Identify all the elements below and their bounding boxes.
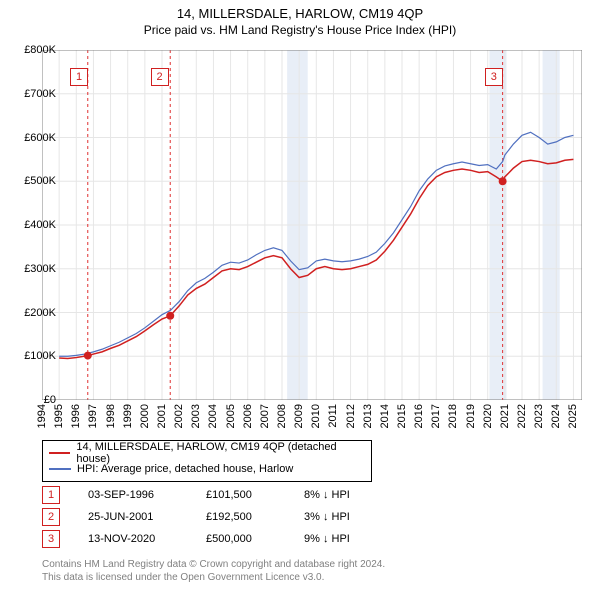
x-tick-label: 2025 (567, 404, 579, 428)
sales-hpi: 9% ↓ HPI (304, 533, 394, 545)
sales-price: £192,500 (206, 511, 286, 523)
sales-marker: 1 (42, 486, 60, 504)
footer-line1: Contains HM Land Registry data © Crown c… (42, 558, 385, 571)
legend-swatch (49, 452, 70, 454)
x-tick-label: 2001 (156, 404, 168, 428)
sale-marker-box: 2 (151, 68, 169, 86)
sales-row: 2 25-JUN-2001 £192,500 3% ↓ HPI (42, 506, 394, 528)
y-tick-label: £300K (24, 263, 56, 275)
x-tick-label: 2024 (550, 404, 562, 428)
x-tick-label: 2000 (139, 404, 151, 428)
sales-marker: 3 (42, 530, 60, 548)
x-tick-label: 2017 (430, 404, 442, 428)
chart-svg (42, 50, 582, 400)
x-tick-label: 1997 (87, 404, 99, 428)
chart-subtitle: Price paid vs. HM Land Registry's House … (0, 21, 600, 37)
x-tick-label: 2009 (293, 404, 305, 428)
y-tick-label: £600K (24, 132, 56, 144)
x-tick-label: 2004 (207, 404, 219, 428)
x-tick-label: 2019 (465, 404, 477, 428)
x-tick-label: 1994 (36, 404, 48, 428)
x-tick-label: 2022 (516, 404, 528, 428)
x-tick-label: 2003 (190, 404, 202, 428)
sale-point (84, 352, 92, 360)
sales-date: 13-NOV-2020 (88, 533, 188, 545)
sale-marker-box: 3 (485, 68, 503, 86)
y-tick-label: £400K (24, 219, 56, 231)
chart-container: 14, MILLERSDALE, HARLOW, CM19 4QP Price … (0, 0, 600, 590)
sales-row: 1 03-SEP-1996 £101,500 8% ↓ HPI (42, 484, 394, 506)
chart-title: 14, MILLERSDALE, HARLOW, CM19 4QP (0, 0, 600, 21)
sales-table: 1 03-SEP-1996 £101,500 8% ↓ HPI 2 25-JUN-2001… (42, 484, 394, 550)
y-tick-label: £200K (24, 307, 56, 319)
chart-legend: 14, MILLERSDALE, HARLOW, CM19 4QP (detac… (42, 440, 372, 482)
x-tick-label: 2005 (225, 404, 237, 428)
legend-row: 14, MILLERSDALE, HARLOW, CM19 4QP (detac… (49, 445, 365, 461)
x-tick-label: 2018 (447, 404, 459, 428)
legend-label: 14, MILLERSDALE, HARLOW, CM19 4QP (detac… (76, 441, 365, 465)
x-tick-label: 2023 (533, 404, 545, 428)
sale-marker-box: 1 (70, 68, 88, 86)
chart-plot-area (42, 50, 582, 400)
sales-price: £500,000 (206, 533, 286, 545)
x-tick-label: 2010 (310, 404, 322, 428)
sales-marker: 2 (42, 508, 60, 526)
sales-hpi: 8% ↓ HPI (304, 489, 394, 501)
x-tick-label: 2002 (173, 404, 185, 428)
x-tick-label: 2007 (259, 404, 271, 428)
x-tick-label: 1996 (70, 404, 82, 428)
legend-label: HPI: Average price, detached house, Harl… (77, 463, 293, 475)
y-tick-label: £800K (24, 44, 56, 56)
y-tick-label: £500K (24, 175, 56, 187)
sale-point (499, 177, 507, 185)
x-tick-label: 2020 (482, 404, 494, 428)
sales-hpi: 3% ↓ HPI (304, 511, 394, 523)
sales-date: 03-SEP-1996 (88, 489, 188, 501)
x-tick-label: 2021 (499, 404, 511, 428)
x-tick-label: 2012 (345, 404, 357, 428)
x-tick-label: 1998 (105, 404, 117, 428)
x-tick-label: 2015 (396, 404, 408, 428)
x-tick-label: 1995 (53, 404, 65, 428)
x-tick-label: 2006 (242, 404, 254, 428)
sales-row: 3 13-NOV-2020 £500,000 9% ↓ HPI (42, 528, 394, 550)
sales-date: 25-JUN-2001 (88, 511, 188, 523)
x-tick-label: 1999 (122, 404, 134, 428)
y-tick-label: £100K (24, 350, 56, 362)
footer-line2: This data is licensed under the Open Gov… (42, 571, 385, 584)
x-tick-label: 2014 (379, 404, 391, 428)
footer-attribution: Contains HM Land Registry data © Crown c… (42, 558, 385, 584)
legend-swatch (49, 468, 71, 470)
x-tick-label: 2013 (362, 404, 374, 428)
x-tick-label: 2016 (413, 404, 425, 428)
y-tick-label: £700K (24, 88, 56, 100)
x-tick-label: 2008 (276, 404, 288, 428)
sale-point (166, 312, 174, 320)
sales-price: £101,500 (206, 489, 286, 501)
x-tick-label: 2011 (327, 404, 339, 428)
